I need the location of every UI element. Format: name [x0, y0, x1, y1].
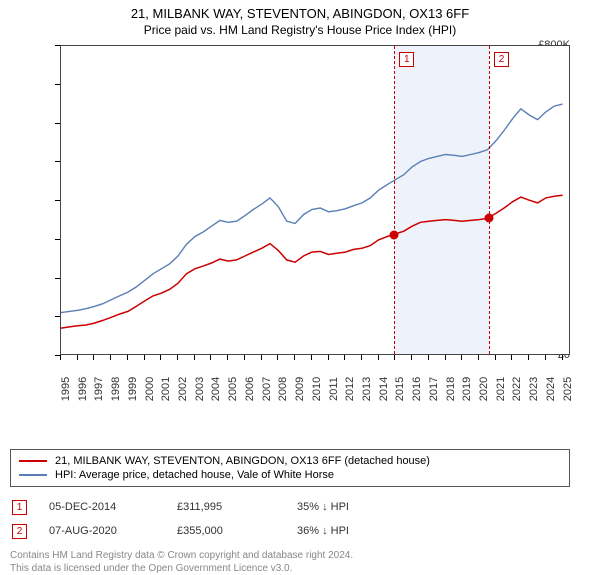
chart-area: £0£100K£200K£300K£400K£500K£600K£700K£80… — [10, 45, 570, 405]
x-tick-label: 2016 — [411, 377, 423, 401]
x-tick-label: 2009 — [294, 377, 306, 401]
footer-line1: Contains HM Land Registry data © Crown c… — [10, 549, 590, 562]
x-tick-label: 2011 — [328, 377, 340, 401]
legend-row: 21, MILBANK WAY, STEVENTON, ABINGDON, OX… — [19, 454, 561, 468]
transaction-date: 07-AUG-2020 — [27, 525, 177, 537]
x-tick-label: 2004 — [210, 377, 222, 401]
x-tick-label: 2017 — [428, 377, 440, 401]
title-address: 21, MILBANK WAY, STEVENTON, ABINGDON, OX… — [10, 6, 590, 21]
x-tick-label: 1996 — [77, 377, 89, 401]
x-tick-label: 1995 — [60, 377, 72, 401]
x-tick-label: 2021 — [495, 377, 507, 401]
transaction-date: 05-DEC-2014 — [27, 501, 177, 513]
title-subtitle: Price paid vs. HM Land Registry's House … — [10, 23, 590, 37]
transaction-price: £311,995 — [177, 501, 297, 513]
x-tick-label: 2008 — [277, 377, 289, 401]
x-tick-label: 2024 — [545, 377, 557, 401]
x-tick-label: 2023 — [528, 377, 540, 401]
chart-container: 21, MILBANK WAY, STEVENTON, ABINGDON, OX… — [0, 0, 600, 560]
legend-swatch — [19, 460, 47, 462]
transaction-row: 207-AUG-2020£355,00036% ↓ HPI — [10, 519, 590, 543]
x-tick-label: 2005 — [227, 377, 239, 401]
transaction-pct: 36% ↓ HPI — [297, 525, 349, 537]
marker-dot — [485, 214, 494, 223]
transaction-table: 105-DEC-2014£311,99535% ↓ HPI207-AUG-202… — [10, 495, 590, 543]
transaction-row: 105-DEC-2014£311,99535% ↓ HPI — [10, 495, 590, 519]
x-tick-label: 2010 — [311, 377, 323, 401]
transaction-number-box: 1 — [12, 500, 27, 515]
x-tick-label: 2014 — [378, 377, 390, 401]
marker-number-box: 2 — [494, 52, 509, 67]
title-block: 21, MILBANK WAY, STEVENTON, ABINGDON, OX… — [10, 6, 590, 37]
footer: Contains HM Land Registry data © Crown c… — [10, 549, 590, 575]
x-tick-label: 1998 — [110, 377, 122, 401]
legend-swatch — [19, 474, 47, 476]
legend-label: 21, MILBANK WAY, STEVENTON, ABINGDON, OX… — [55, 455, 430, 467]
plot-area: 12 — [60, 45, 570, 355]
marker-dash — [489, 46, 490, 354]
x-tick-label: 2012 — [344, 377, 356, 401]
x-tick-label: 2019 — [461, 377, 473, 401]
x-tick-label: 2001 — [160, 377, 172, 401]
x-tick-label: 2002 — [177, 377, 189, 401]
x-tick-label: 2020 — [478, 377, 490, 401]
transaction-pct: 35% ↓ HPI — [297, 501, 349, 513]
series-hpi — [61, 104, 563, 313]
footer-line2: This data is licensed under the Open Gov… — [10, 562, 590, 575]
legend-row: HPI: Average price, detached house, Vale… — [19, 468, 561, 482]
legend: 21, MILBANK WAY, STEVENTON, ABINGDON, OX… — [10, 449, 570, 487]
x-tick-label: 2013 — [361, 377, 373, 401]
marker-dot — [390, 231, 399, 240]
x-tick-label: 2006 — [244, 377, 256, 401]
x-tick-label: 2025 — [562, 377, 574, 401]
x-tick-label: 1997 — [93, 377, 105, 401]
marker-number-box: 1 — [399, 52, 414, 67]
transaction-number-box: 2 — [12, 524, 27, 539]
marker-dash — [394, 46, 395, 354]
transaction-price: £355,000 — [177, 525, 297, 537]
x-tick-label: 2003 — [194, 377, 206, 401]
plot-svg — [61, 46, 570, 355]
x-tick-label: 2000 — [144, 377, 156, 401]
x-tick-label: 2015 — [394, 377, 406, 401]
x-tick-label: 2007 — [261, 377, 273, 401]
legend-label: HPI: Average price, detached house, Vale… — [55, 469, 334, 481]
x-tick-label: 2022 — [511, 377, 523, 401]
x-tick-label: 2018 — [445, 377, 457, 401]
x-tick-label: 1999 — [127, 377, 139, 401]
